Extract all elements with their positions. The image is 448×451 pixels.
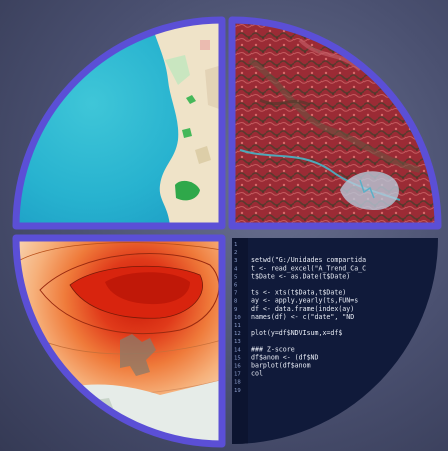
line-number: 5 — [234, 274, 237, 280]
code-line: t$Date <- as.Date(t$Date) — [251, 272, 350, 280]
line-number: 13 — [234, 339, 241, 345]
line-number: 15 — [234, 355, 241, 361]
line-number: 17 — [234, 372, 241, 378]
frame-top-left — [12, 16, 226, 230]
line-number: 4 — [234, 266, 238, 272]
code-line: barplot(df$anom — [251, 362, 311, 370]
satellite-coastline-image — [16, 20, 222, 226]
code-line: col — [251, 370, 263, 378]
false-color-terrain-image — [232, 20, 438, 226]
code-line: t <- read_excel("A_Trend_Ca_C — [251, 264, 366, 272]
line-number: 18 — [234, 380, 241, 386]
code-line: ### Z-score — [251, 345, 295, 353]
line-number: 11 — [234, 323, 241, 329]
line-number: 6 — [234, 283, 237, 289]
line-number: 7 — [234, 291, 237, 297]
line-number: 12 — [234, 331, 241, 337]
code-line: df <- data.frame(index(ay) — [251, 305, 354, 313]
line-number: 3 — [234, 258, 237, 264]
code-line: setwd("G:/Unidades compartida — [251, 256, 366, 264]
code-line: names(df) <- c("date", "ND — [251, 313, 354, 321]
line-number: 14 — [234, 347, 241, 353]
code-line: df$anom <- (df$ND — [251, 353, 319, 361]
quadrant-frames — [12, 16, 442, 448]
frame-top-right — [228, 16, 442, 230]
code-line: ts <- xts(t$Data,t$Date) — [251, 289, 346, 297]
line-number: 16 — [234, 364, 241, 370]
line-number: 19 — [234, 388, 241, 394]
line-number: 1 — [234, 242, 237, 248]
code-line: plot(y=df$NDVIsum,x=df$ — [251, 329, 342, 337]
line-number: 8 — [234, 299, 238, 305]
line-number: 9 — [234, 307, 237, 313]
frame-bottom-left — [12, 234, 226, 448]
line-number: 2 — [234, 250, 237, 256]
code-line: ay <- apply.yearly(ts,FUN=s — [251, 297, 358, 305]
line-number: 10 — [234, 315, 241, 321]
